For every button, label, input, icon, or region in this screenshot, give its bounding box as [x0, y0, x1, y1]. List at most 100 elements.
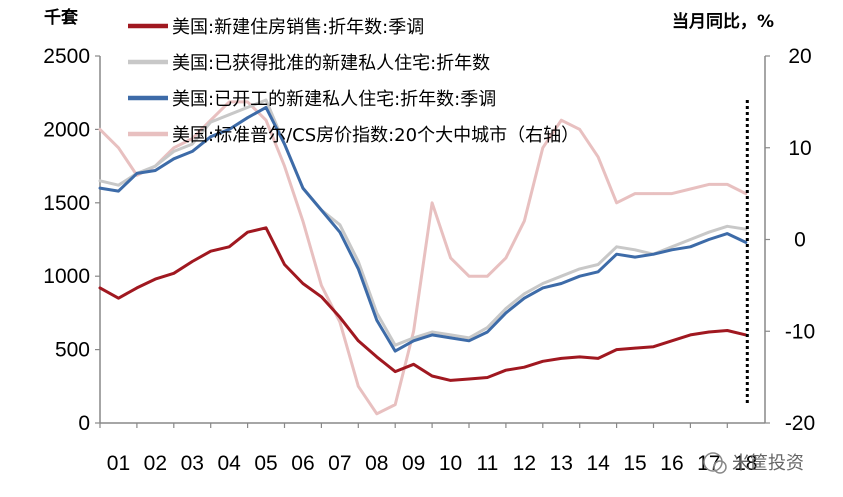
series-2-point: [154, 169, 157, 172]
series-3-point: [246, 100, 249, 104]
series-3-point: [228, 100, 231, 104]
series-3-point: [412, 330, 415, 333]
series-1-point: [264, 98, 268, 102]
series-0-point: [652, 345, 655, 348]
series-0-point: [394, 370, 397, 373]
series-3-point: [504, 256, 508, 260]
x-tick-label: 12: [513, 452, 536, 475]
left-tick-label: 2000: [43, 118, 90, 141]
series-2-point: [412, 339, 415, 342]
series-2-point: [726, 232, 729, 235]
series-1-point: [560, 275, 563, 278]
left-tick-label: 0: [78, 412, 90, 435]
series-0-point: [467, 377, 471, 381]
series-2-point: [504, 311, 508, 315]
series-0-point: [98, 286, 102, 290]
series-0-point: [578, 355, 581, 359]
series-0-point: [560, 357, 563, 360]
series-2-point: [652, 253, 655, 256]
series-0-point: [615, 348, 618, 351]
series-1-point: [486, 326, 489, 329]
series-1-point: [375, 311, 378, 315]
series-2-point: [596, 270, 600, 273]
series-1-point: [523, 292, 526, 295]
series-1-point: [726, 225, 729, 228]
series-line-0: [98, 226, 748, 382]
x-tick-label: 02: [144, 452, 167, 475]
series-1-point: [430, 330, 434, 334]
series-2-point: [375, 319, 378, 322]
series-1-point: [357, 260, 360, 263]
series-layer: [98, 98, 748, 416]
series-1-point: [338, 223, 342, 226]
series-0-point: [209, 250, 212, 253]
series-2-point: [246, 116, 249, 119]
series-3-point: [596, 155, 600, 159]
right-axis-ticks: -20 -10 0 10 20: [765, 45, 815, 435]
series-2-point: [357, 267, 360, 271]
series-0-point: [689, 333, 692, 337]
x-tick-label: 16: [660, 452, 683, 475]
series-0-point: [375, 355, 378, 359]
left-tick-label: 1000: [43, 265, 90, 288]
series-0-point: [412, 363, 415, 366]
series-2-point: [320, 208, 323, 212]
series-1-point: [246, 106, 249, 109]
right-unit-label: 当月同比，%: [672, 11, 774, 32]
legend-label: 美国:已开工的新建私人住宅:折年数:季调: [172, 89, 496, 110]
series-3-point: [430, 201, 434, 204]
series-1-point: [670, 245, 674, 248]
wechat-icon-inner: [713, 460, 727, 474]
series-0-point: [264, 226, 268, 229]
series-0-point: [504, 369, 508, 372]
series-3-point: [320, 284, 323, 287]
series-2-point: [744, 241, 747, 244]
series-1-point: [504, 307, 508, 310]
x-tick-label: 01: [107, 452, 130, 475]
watermark: 米筐投资: [703, 452, 804, 474]
series-0-point: [449, 379, 452, 382]
series-line-1: [98, 98, 748, 347]
series-3-point: [486, 275, 489, 278]
x-tick-label: 11: [477, 452, 499, 475]
series-0-point: [117, 297, 120, 300]
x-tick-label: 15: [623, 452, 646, 475]
left-tick-label: 1500: [43, 192, 90, 215]
series-2-point: [191, 150, 194, 153]
series-3-point: [449, 256, 452, 260]
series-1-point: [412, 336, 415, 340]
left-tick-label: 500: [55, 339, 90, 362]
series-1-point: [578, 267, 581, 271]
series-0-point: [154, 277, 157, 281]
series-3-point: [172, 146, 175, 149]
x-tick-label: 04: [217, 452, 241, 475]
series-3-point: [191, 137, 194, 140]
legend-label: 美国:已获得批准的新建私人住宅:折年数: [172, 53, 490, 74]
left-unit-label: 千套: [44, 7, 79, 28]
series-1-point: [615, 245, 618, 248]
series-0-point: [726, 329, 729, 332]
series-0-point: [707, 330, 711, 334]
series-0-point: [633, 346, 637, 350]
series-2-point: [467, 339, 471, 342]
series-0-point: [430, 374, 434, 378]
series-3-point: [689, 187, 692, 191]
series-0-point: [301, 282, 305, 285]
series-3-point: [652, 192, 655, 195]
series-1-point: [117, 184, 120, 187]
series-1-point: [394, 344, 397, 347]
series-2-point: [449, 336, 452, 340]
series-3-point: [523, 219, 526, 223]
series-2-point: [338, 231, 342, 234]
series-1-point: [209, 120, 212, 124]
x-tick-label: 18: [734, 452, 757, 475]
series-2-point: [172, 157, 175, 160]
series-1-point: [707, 231, 711, 234]
legend-label: 美国:新建住房销售:折年数:季调: [172, 17, 424, 38]
series-0-point: [523, 366, 526, 369]
series-1-point: [228, 113, 231, 116]
series-2-point: [430, 333, 434, 337]
series-3-point: [578, 128, 581, 131]
series-0-point: [283, 263, 286, 266]
series-2-point: [117, 189, 120, 193]
